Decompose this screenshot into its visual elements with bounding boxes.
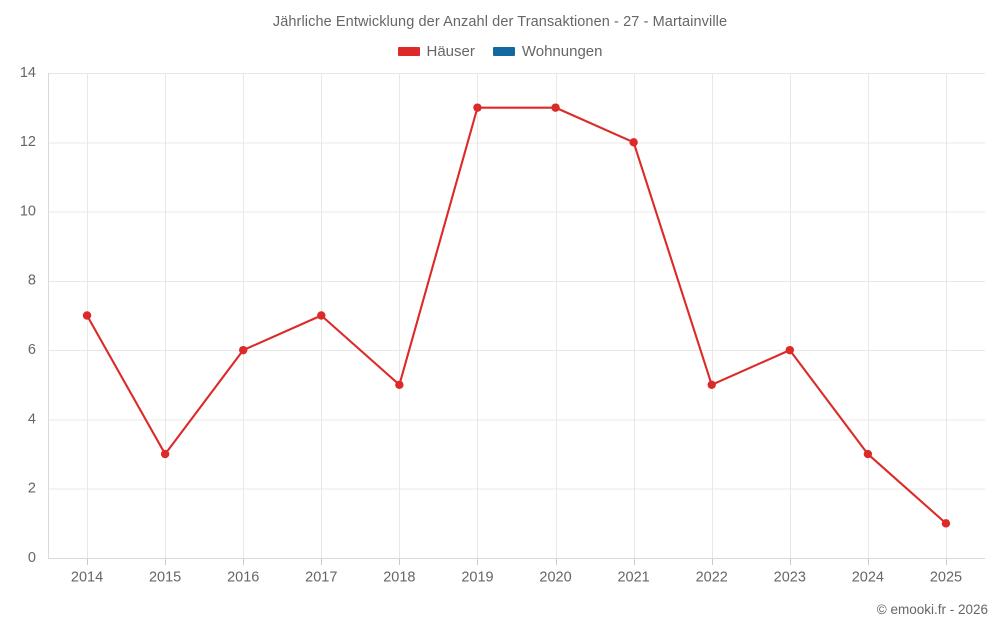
series-line-0 [85, 106, 948, 525]
legend-swatch-icon [397, 47, 420, 56]
x-tick-label: 2021 [617, 570, 649, 586]
x-tick-label: 2024 [852, 570, 884, 586]
y-tick-label: 12 [20, 134, 36, 150]
y-tick-label: 10 [20, 203, 36, 219]
data-point[interactable] [629, 138, 638, 147]
x-tick-label: 2019 [461, 570, 493, 586]
x-tick-label: 2018 [383, 570, 415, 586]
y-tick-label: 8 [28, 273, 36, 289]
data-point[interactable] [941, 519, 951, 528]
data-point[interactable] [785, 345, 794, 355]
y-tick-label: 6 [28, 342, 36, 358]
chart-legend: Häuser Wohnungen [0, 44, 1000, 59]
chart-title: Jährliche Entwicklung der Anzahl der Tra… [272, 14, 728, 30]
y-tick-label: 2 [28, 481, 36, 497]
data-point[interactable] [160, 449, 170, 459]
chart-footer-credit: © emooki.fr - 2026 [876, 602, 988, 617]
legend-label-hauser: Häuser [426, 43, 475, 60]
data-point[interactable] [707, 380, 716, 389]
data-point[interactable] [551, 103, 560, 112]
legend-item-wohnungen[interactable]: Wohnungen [492, 43, 603, 60]
y-tick-label: 4 [28, 411, 36, 427]
y-tick-label: 0 [28, 550, 36, 566]
x-tick-label: 2016 [227, 570, 259, 586]
x-tick-label: 2023 [774, 570, 806, 586]
y-tick-label: 14 [20, 65, 36, 81]
x-tick-label: 2017 [305, 570, 337, 586]
x-tick-label: 2022 [696, 570, 728, 586]
x-tick-label: 2025 [930, 570, 962, 586]
x-tick-label: 2020 [539, 570, 571, 586]
data-point[interactable] [82, 311, 92, 320]
data-point[interactable] [317, 311, 326, 320]
legend-label-wohnungen: Wohnungen [521, 43, 603, 60]
legend-swatch-icon [492, 47, 515, 56]
data-point[interactable] [863, 449, 873, 459]
data-point[interactable] [473, 103, 482, 112]
legend-item-hauser[interactable]: Häuser [397, 43, 475, 60]
x-tick-label: 2014 [71, 570, 103, 586]
x-tick-label: 2015 [149, 570, 181, 586]
data-point[interactable] [395, 380, 404, 389]
data-point[interactable] [239, 345, 248, 355]
